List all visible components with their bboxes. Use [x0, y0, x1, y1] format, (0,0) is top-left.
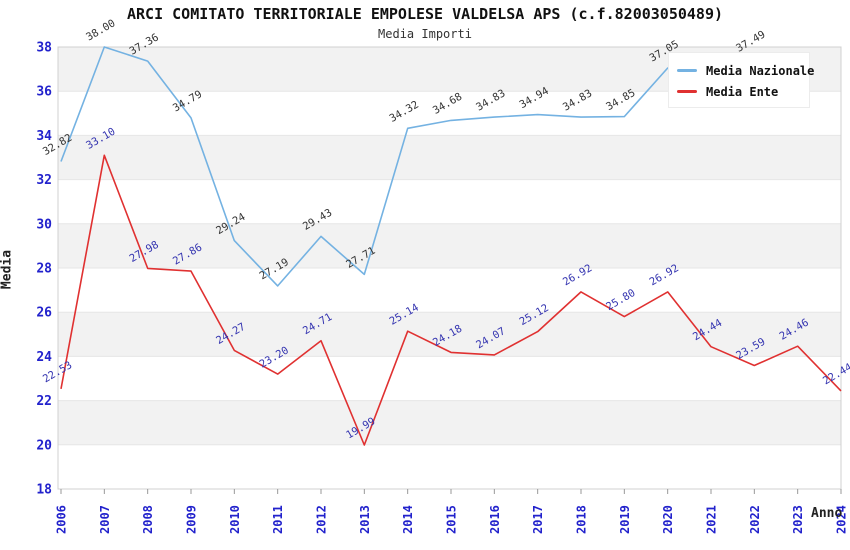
x-tick-label: 2006: [55, 505, 69, 534]
x-tick-label: 2010: [228, 505, 242, 534]
data-label: 25.80: [604, 287, 637, 313]
data-label: 22.44: [821, 361, 850, 387]
x-tick-label: 2013: [358, 505, 372, 534]
x-tick-label: 2015: [445, 505, 459, 534]
x-tick-label: 2023: [791, 505, 805, 534]
legend-item-media-nazionale: Media Nazionale: [677, 60, 814, 81]
x-tick-label: 2012: [315, 505, 329, 534]
x-tick-label: 2017: [531, 505, 545, 534]
x-tick-label: 2007: [98, 505, 112, 534]
x-axis-title: Anno: [811, 506, 843, 521]
plot-band: [58, 135, 841, 180]
x-tick-label: 2016: [488, 505, 502, 534]
legend-label: Media Nazionale: [706, 63, 815, 78]
y-tick-label: 32: [36, 173, 52, 188]
x-tick-label: 2022: [748, 505, 762, 534]
data-label: 34.32: [387, 99, 420, 125]
y-axis-title: Media: [0, 249, 15, 290]
y-tick-label: 22: [36, 394, 52, 409]
legend-item-media-ente: Media Ente: [677, 81, 809, 102]
chart-subtitle: Media Importi: [378, 27, 472, 41]
data-label: 34.68: [431, 91, 464, 117]
y-tick-label: 38: [36, 41, 52, 56]
plot-band: [58, 223, 841, 268]
y-tick-label: 36: [36, 85, 52, 100]
y-tick-label: 26: [36, 306, 52, 321]
series-line-media-nazionale: [60, 46, 755, 287]
y-tick-label: 30: [36, 217, 52, 232]
series-line-media-ente: [60, 154, 842, 446]
x-tick-label: 2018: [575, 505, 589, 534]
y-tick-label: 28: [36, 262, 52, 277]
x-tick-label: 2024: [835, 505, 849, 534]
x-tick-label: 2009: [185, 505, 199, 534]
x-tick-label: 2014: [401, 505, 415, 534]
y-tick-label: 34: [36, 129, 52, 144]
plot-border: [57, 46, 842, 490]
data-label: 38.00: [84, 17, 117, 43]
data-label: 34.79: [171, 88, 204, 114]
x-tick-label: 2020: [661, 505, 675, 534]
plot-band: [58, 312, 841, 357]
x-tick-label: 2008: [141, 505, 155, 534]
x-tick-label: 2021: [705, 505, 719, 534]
y-tick-label: 24: [36, 350, 52, 365]
x-tick-label: 2019: [618, 505, 632, 534]
legend-label: Media Ente: [706, 84, 779, 99]
chart-title: ARCI COMITATO TERRITORIALE EMPOLESE VALD…: [126, 5, 724, 23]
y-tick-label: 18: [36, 483, 52, 498]
legend: Media Nazionale Media Ente: [668, 52, 814, 108]
plot-band: [58, 400, 841, 445]
x-tick-label: 2011: [271, 505, 285, 534]
media-nazionale-line-swatch-icon: [677, 69, 697, 72]
media-ente-line-swatch-icon: [677, 90, 697, 93]
y-tick-label: 20: [36, 438, 52, 453]
